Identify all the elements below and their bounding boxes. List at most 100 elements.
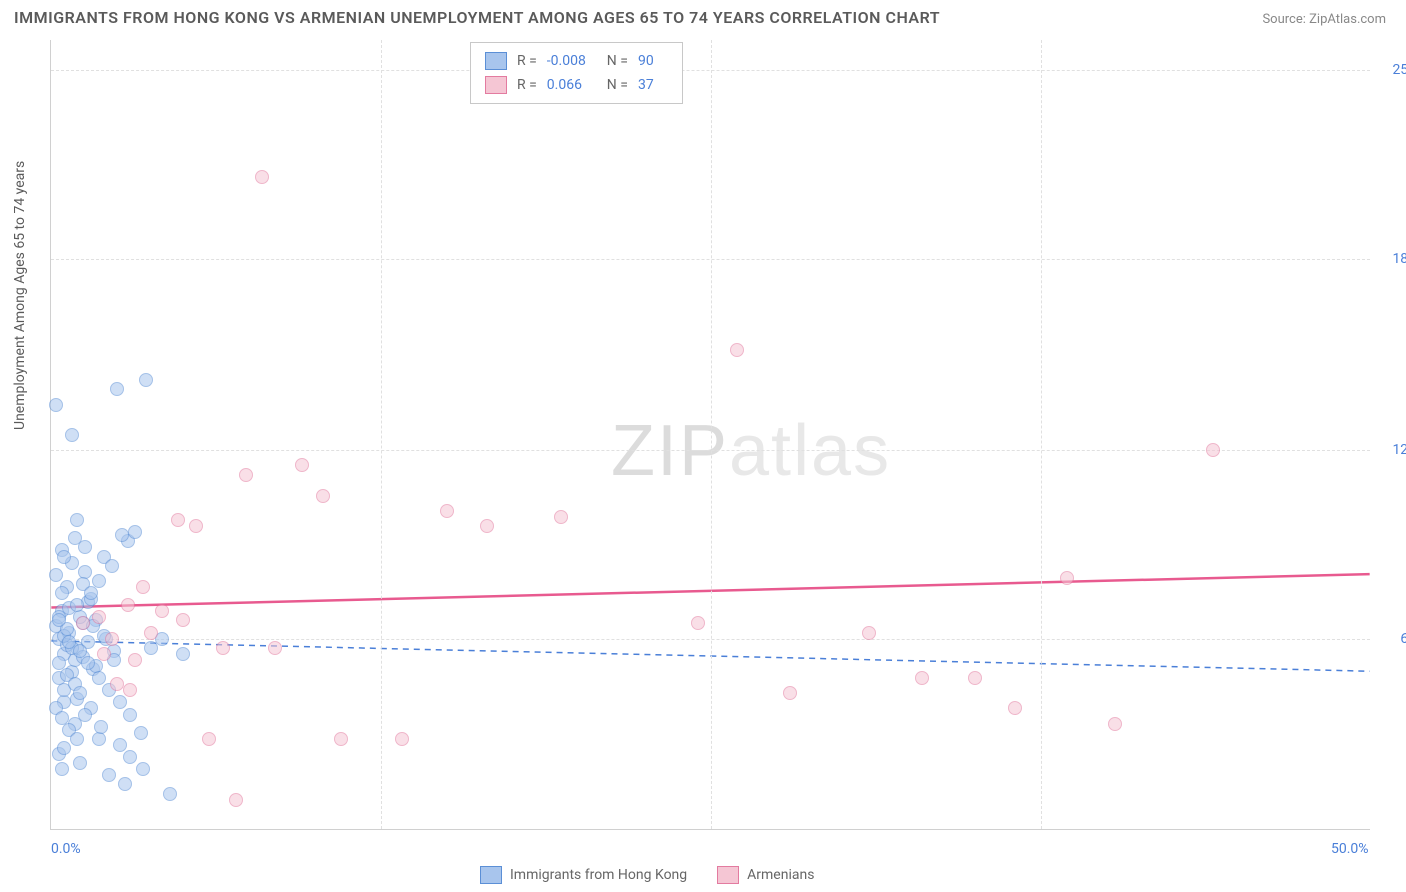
data-point xyxy=(239,468,253,482)
data-point xyxy=(73,686,87,700)
data-point xyxy=(554,510,568,524)
data-point xyxy=(78,708,92,722)
legend-correlation: R =-0.008N =90R =0.066N =37 xyxy=(470,42,683,104)
data-point xyxy=(1060,571,1074,585)
data-point xyxy=(115,528,129,542)
source-value: ZipAtlas.com xyxy=(1309,12,1386,27)
data-point xyxy=(202,732,216,746)
x-tick-label: 50.0% xyxy=(1331,841,1369,857)
y-axis-title: Unemployment Among Ages 65 to 74 years xyxy=(12,161,28,430)
y-tick-label: 25.0% xyxy=(1375,62,1406,78)
data-point xyxy=(97,647,111,661)
legend-n-label: N = xyxy=(607,49,628,73)
data-point xyxy=(176,613,190,627)
data-point xyxy=(123,750,137,764)
data-point xyxy=(65,428,79,442)
gridline-vertical xyxy=(381,40,382,829)
legend-series-label: Armenians xyxy=(747,867,814,883)
legend-correlation-row: R =-0.008N =90 xyxy=(485,49,668,73)
data-point xyxy=(70,513,84,527)
data-point xyxy=(1108,717,1122,731)
data-point xyxy=(70,732,84,746)
y-tick-label: 12.5% xyxy=(1375,442,1406,458)
data-point xyxy=(691,616,705,630)
data-point xyxy=(118,777,132,791)
data-point xyxy=(70,598,84,612)
legend-n-value: 37 xyxy=(638,73,668,97)
data-point xyxy=(68,531,82,545)
data-point xyxy=(105,632,119,646)
data-point xyxy=(334,732,348,746)
data-point xyxy=(176,647,190,661)
legend-r-label: R = xyxy=(517,73,537,97)
legend-series-item: Immigrants from Hong Kong xyxy=(480,866,687,884)
data-point xyxy=(55,762,69,776)
data-point xyxy=(121,598,135,612)
y-tick-label: 18.8% xyxy=(1375,251,1406,267)
data-point xyxy=(78,540,92,554)
legend-n-value: 90 xyxy=(638,49,668,73)
data-point xyxy=(1206,443,1220,457)
legend-series-label: Immigrants from Hong Kong xyxy=(510,867,687,883)
chart-title: IMMIGRANTS FROM HONG KONG VS ARMENIAN UN… xyxy=(14,8,940,27)
legend-swatch xyxy=(485,52,507,70)
data-point xyxy=(915,671,929,685)
data-point xyxy=(480,519,494,533)
x-tick-label: 0.0% xyxy=(51,841,81,857)
data-point xyxy=(123,708,137,722)
data-point xyxy=(862,626,876,640)
data-point xyxy=(395,732,409,746)
source-attribution: Source: ZipAtlas.com xyxy=(1262,12,1386,27)
data-point xyxy=(171,513,185,527)
data-point xyxy=(136,762,150,776)
data-point xyxy=(134,726,148,740)
data-point xyxy=(49,398,63,412)
legend-series-item: Armenians xyxy=(717,866,814,884)
data-point xyxy=(76,616,90,630)
data-point xyxy=(57,550,71,564)
data-point xyxy=(55,586,69,600)
legend-r-value: 0.066 xyxy=(547,73,597,97)
data-point xyxy=(1008,701,1022,715)
data-point xyxy=(189,519,203,533)
legend-swatch xyxy=(480,866,502,884)
source-label: Source: xyxy=(1262,12,1305,27)
data-point xyxy=(968,671,982,685)
data-point xyxy=(113,738,127,752)
data-point xyxy=(295,458,309,472)
data-point xyxy=(128,525,142,539)
data-point xyxy=(57,741,71,755)
data-point xyxy=(783,686,797,700)
data-point xyxy=(123,683,137,697)
legend-swatch xyxy=(717,866,739,884)
data-point xyxy=(102,768,116,782)
legend-n-label: N = xyxy=(607,73,628,97)
data-point xyxy=(255,170,269,184)
data-point xyxy=(84,586,98,600)
data-point xyxy=(92,610,106,624)
y-tick-label: 6.3% xyxy=(1375,631,1406,647)
data-point xyxy=(440,504,454,518)
data-point xyxy=(155,604,169,618)
data-point xyxy=(144,626,158,640)
legend-r-label: R = xyxy=(517,49,537,73)
data-point xyxy=(216,641,230,655)
data-point xyxy=(49,568,63,582)
data-point xyxy=(268,641,282,655)
data-point xyxy=(92,671,106,685)
data-point xyxy=(113,695,127,709)
gridline-vertical xyxy=(1041,40,1042,829)
data-point xyxy=(81,656,95,670)
data-point xyxy=(730,343,744,357)
legend-series: Immigrants from Hong Kong Armenians xyxy=(480,866,814,884)
plot-area: ZIPatlas 6.3%12.5%18.8%25.0%0.0%50.0% xyxy=(50,40,1370,830)
data-point xyxy=(92,732,106,746)
data-point xyxy=(73,756,87,770)
legend-swatch xyxy=(485,76,507,94)
data-point xyxy=(163,787,177,801)
data-point xyxy=(316,489,330,503)
data-point xyxy=(110,382,124,396)
data-point xyxy=(128,653,142,667)
gridline-vertical xyxy=(711,40,712,829)
data-point xyxy=(229,793,243,807)
